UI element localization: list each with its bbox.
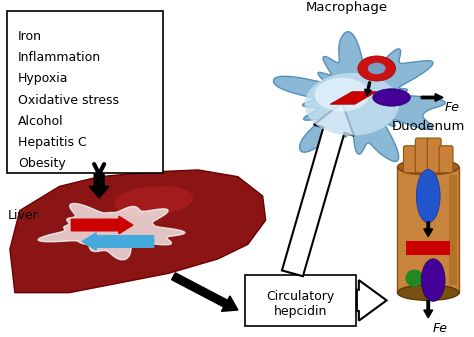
Polygon shape bbox=[38, 204, 185, 260]
Text: Hypoxia: Hypoxia bbox=[18, 72, 68, 85]
Text: Inflammation: Inflammation bbox=[18, 51, 101, 64]
Ellipse shape bbox=[373, 89, 410, 106]
FancyBboxPatch shape bbox=[415, 138, 429, 173]
Ellipse shape bbox=[368, 63, 386, 74]
Text: Fe: Fe bbox=[445, 101, 460, 114]
Text: Liver: Liver bbox=[8, 209, 39, 222]
Polygon shape bbox=[357, 280, 387, 321]
Text: Obesity: Obesity bbox=[18, 157, 65, 171]
Text: Alcohol: Alcohol bbox=[18, 115, 64, 128]
FancyBboxPatch shape bbox=[7, 11, 163, 173]
Text: Oxidative stress: Oxidative stress bbox=[18, 94, 119, 106]
FancyBboxPatch shape bbox=[403, 146, 417, 173]
Ellipse shape bbox=[421, 259, 445, 301]
Polygon shape bbox=[330, 92, 377, 104]
Ellipse shape bbox=[305, 73, 399, 135]
Text: Circulatory
hepcidin: Circulatory hepcidin bbox=[266, 290, 335, 318]
FancyBboxPatch shape bbox=[245, 275, 356, 326]
FancyArrow shape bbox=[424, 300, 433, 318]
Text: Duodenum: Duodenum bbox=[392, 120, 465, 133]
Ellipse shape bbox=[398, 159, 459, 175]
FancyArrow shape bbox=[82, 233, 154, 250]
FancyBboxPatch shape bbox=[427, 138, 441, 173]
FancyArrow shape bbox=[421, 94, 443, 101]
Text: Iron: Iron bbox=[18, 30, 42, 43]
FancyArrow shape bbox=[365, 82, 372, 96]
Polygon shape bbox=[282, 102, 354, 276]
Polygon shape bbox=[10, 170, 265, 293]
FancyBboxPatch shape bbox=[439, 146, 453, 173]
FancyArrow shape bbox=[172, 273, 238, 311]
Text: Hepatitis C: Hepatitis C bbox=[18, 136, 87, 149]
Bar bbox=[449, 175, 457, 285]
FancyBboxPatch shape bbox=[398, 167, 459, 293]
Text: Macrophage: Macrophage bbox=[306, 1, 388, 14]
Ellipse shape bbox=[416, 170, 440, 223]
Text: Fe: Fe bbox=[432, 321, 447, 335]
Ellipse shape bbox=[315, 78, 369, 112]
Ellipse shape bbox=[114, 186, 193, 216]
FancyArrow shape bbox=[72, 216, 133, 234]
Ellipse shape bbox=[358, 56, 395, 81]
FancyArrow shape bbox=[89, 174, 109, 198]
Polygon shape bbox=[273, 32, 445, 161]
Bar bbox=[406, 241, 450, 255]
Ellipse shape bbox=[398, 285, 459, 300]
FancyArrow shape bbox=[424, 222, 433, 237]
Circle shape bbox=[405, 270, 423, 287]
